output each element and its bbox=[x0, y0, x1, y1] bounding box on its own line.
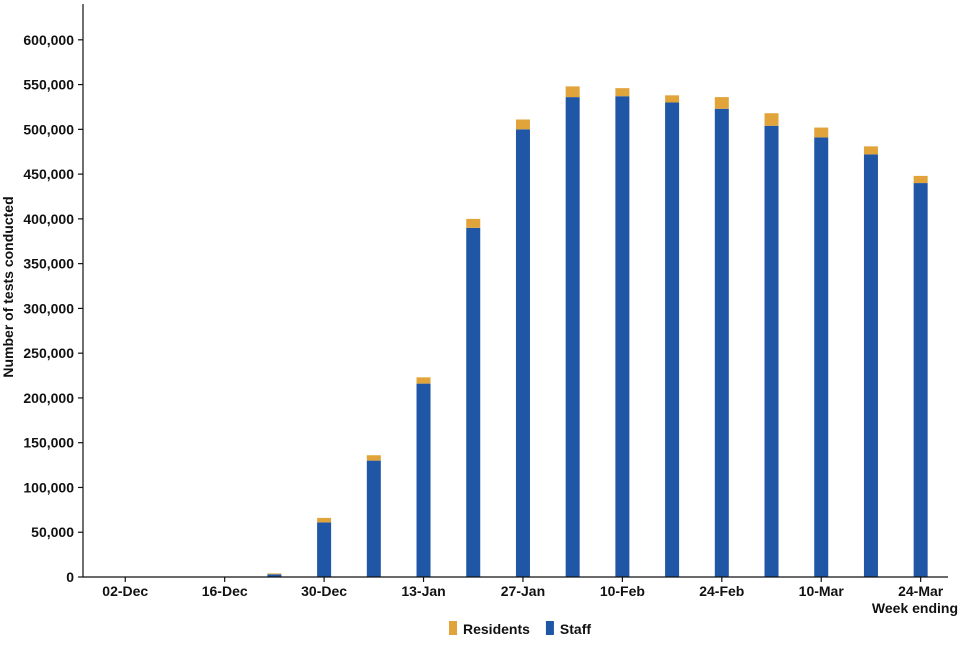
bar-residents bbox=[416, 377, 431, 384]
y-tick-label: 400,000 bbox=[23, 211, 74, 227]
y-tick-label: 500,000 bbox=[23, 121, 74, 137]
bar-staff bbox=[863, 154, 878, 577]
y-tick-label: 0 bbox=[66, 569, 74, 585]
y-tick-label: 100,000 bbox=[23, 479, 74, 495]
y-tick-label: 350,000 bbox=[23, 256, 74, 272]
legend-swatch-staff bbox=[545, 621, 554, 635]
bar-residents bbox=[913, 175, 928, 184]
bar-residents bbox=[615, 88, 630, 97]
bar-residents bbox=[267, 573, 282, 575]
bar-residents bbox=[814, 127, 829, 138]
bar-residents bbox=[565, 86, 580, 98]
x-axis: 02-Dec 16-Dec 30-Dec 13-Jan 27-Jan 10-Feb 24-F… bbox=[102, 577, 944, 599]
bar-staff bbox=[565, 97, 580, 578]
x-tick-label: 30-Dec bbox=[301, 583, 347, 599]
legend: Residents Staff bbox=[449, 621, 591, 637]
legend-label-staff: Staff bbox=[560, 621, 591, 637]
bar-staff bbox=[714, 108, 729, 578]
bar-residents bbox=[515, 119, 530, 130]
bar-residents bbox=[863, 146, 878, 155]
bar-staff bbox=[366, 460, 381, 577]
bar-staff bbox=[615, 96, 630, 577]
bar-staff bbox=[913, 183, 928, 577]
x-tick-label: 02-Dec bbox=[102, 583, 148, 599]
x-tick-label: 24-Feb bbox=[699, 583, 744, 599]
y-axis: 0 50,000 100,000 150,000 200,000 250,000 300,0… bbox=[23, 32, 83, 585]
y-tick-label: 250,000 bbox=[23, 345, 74, 361]
bar-staff bbox=[267, 574, 282, 577]
bar-staff bbox=[764, 125, 779, 577]
y-tick-label: 200,000 bbox=[23, 390, 74, 406]
x-tick-label: 10-Feb bbox=[600, 583, 645, 599]
bar-staff bbox=[665, 102, 680, 577]
legend-label-residents: Residents bbox=[463, 621, 530, 637]
y-tick-label: 450,000 bbox=[23, 166, 74, 182]
x-tick-label: 16-Dec bbox=[202, 583, 248, 599]
bar-residents bbox=[714, 97, 729, 109]
y-axis-title: Number of tests conducted bbox=[0, 196, 16, 377]
y-tick-label: 300,000 bbox=[23, 300, 74, 316]
y-tick-label: 50,000 bbox=[31, 524, 74, 540]
bar-staff bbox=[416, 383, 431, 577]
x-axis-title: Week ending bbox=[872, 600, 958, 616]
x-tick-label: 10-Mar bbox=[799, 583, 845, 599]
y-tick-label: 150,000 bbox=[23, 435, 74, 451]
bar-staff bbox=[515, 129, 530, 577]
x-tick-label: 27-Jan bbox=[501, 583, 545, 599]
bars-group bbox=[267, 86, 928, 578]
bar-staff bbox=[466, 227, 481, 577]
y-tick-label: 550,000 bbox=[23, 77, 74, 93]
legend-swatch-residents bbox=[449, 621, 457, 635]
bar-staff bbox=[814, 137, 829, 578]
bar-residents bbox=[466, 218, 481, 228]
y-tick-label: 600,000 bbox=[23, 32, 74, 48]
bar-residents bbox=[317, 517, 332, 523]
x-tick-label: 13-Jan bbox=[401, 583, 445, 599]
x-tick-label: 24-Mar bbox=[898, 583, 944, 599]
bar-staff bbox=[317, 522, 332, 577]
bar-residents bbox=[665, 95, 680, 103]
bar-residents bbox=[764, 113, 779, 126]
bar-residents bbox=[366, 455, 381, 461]
